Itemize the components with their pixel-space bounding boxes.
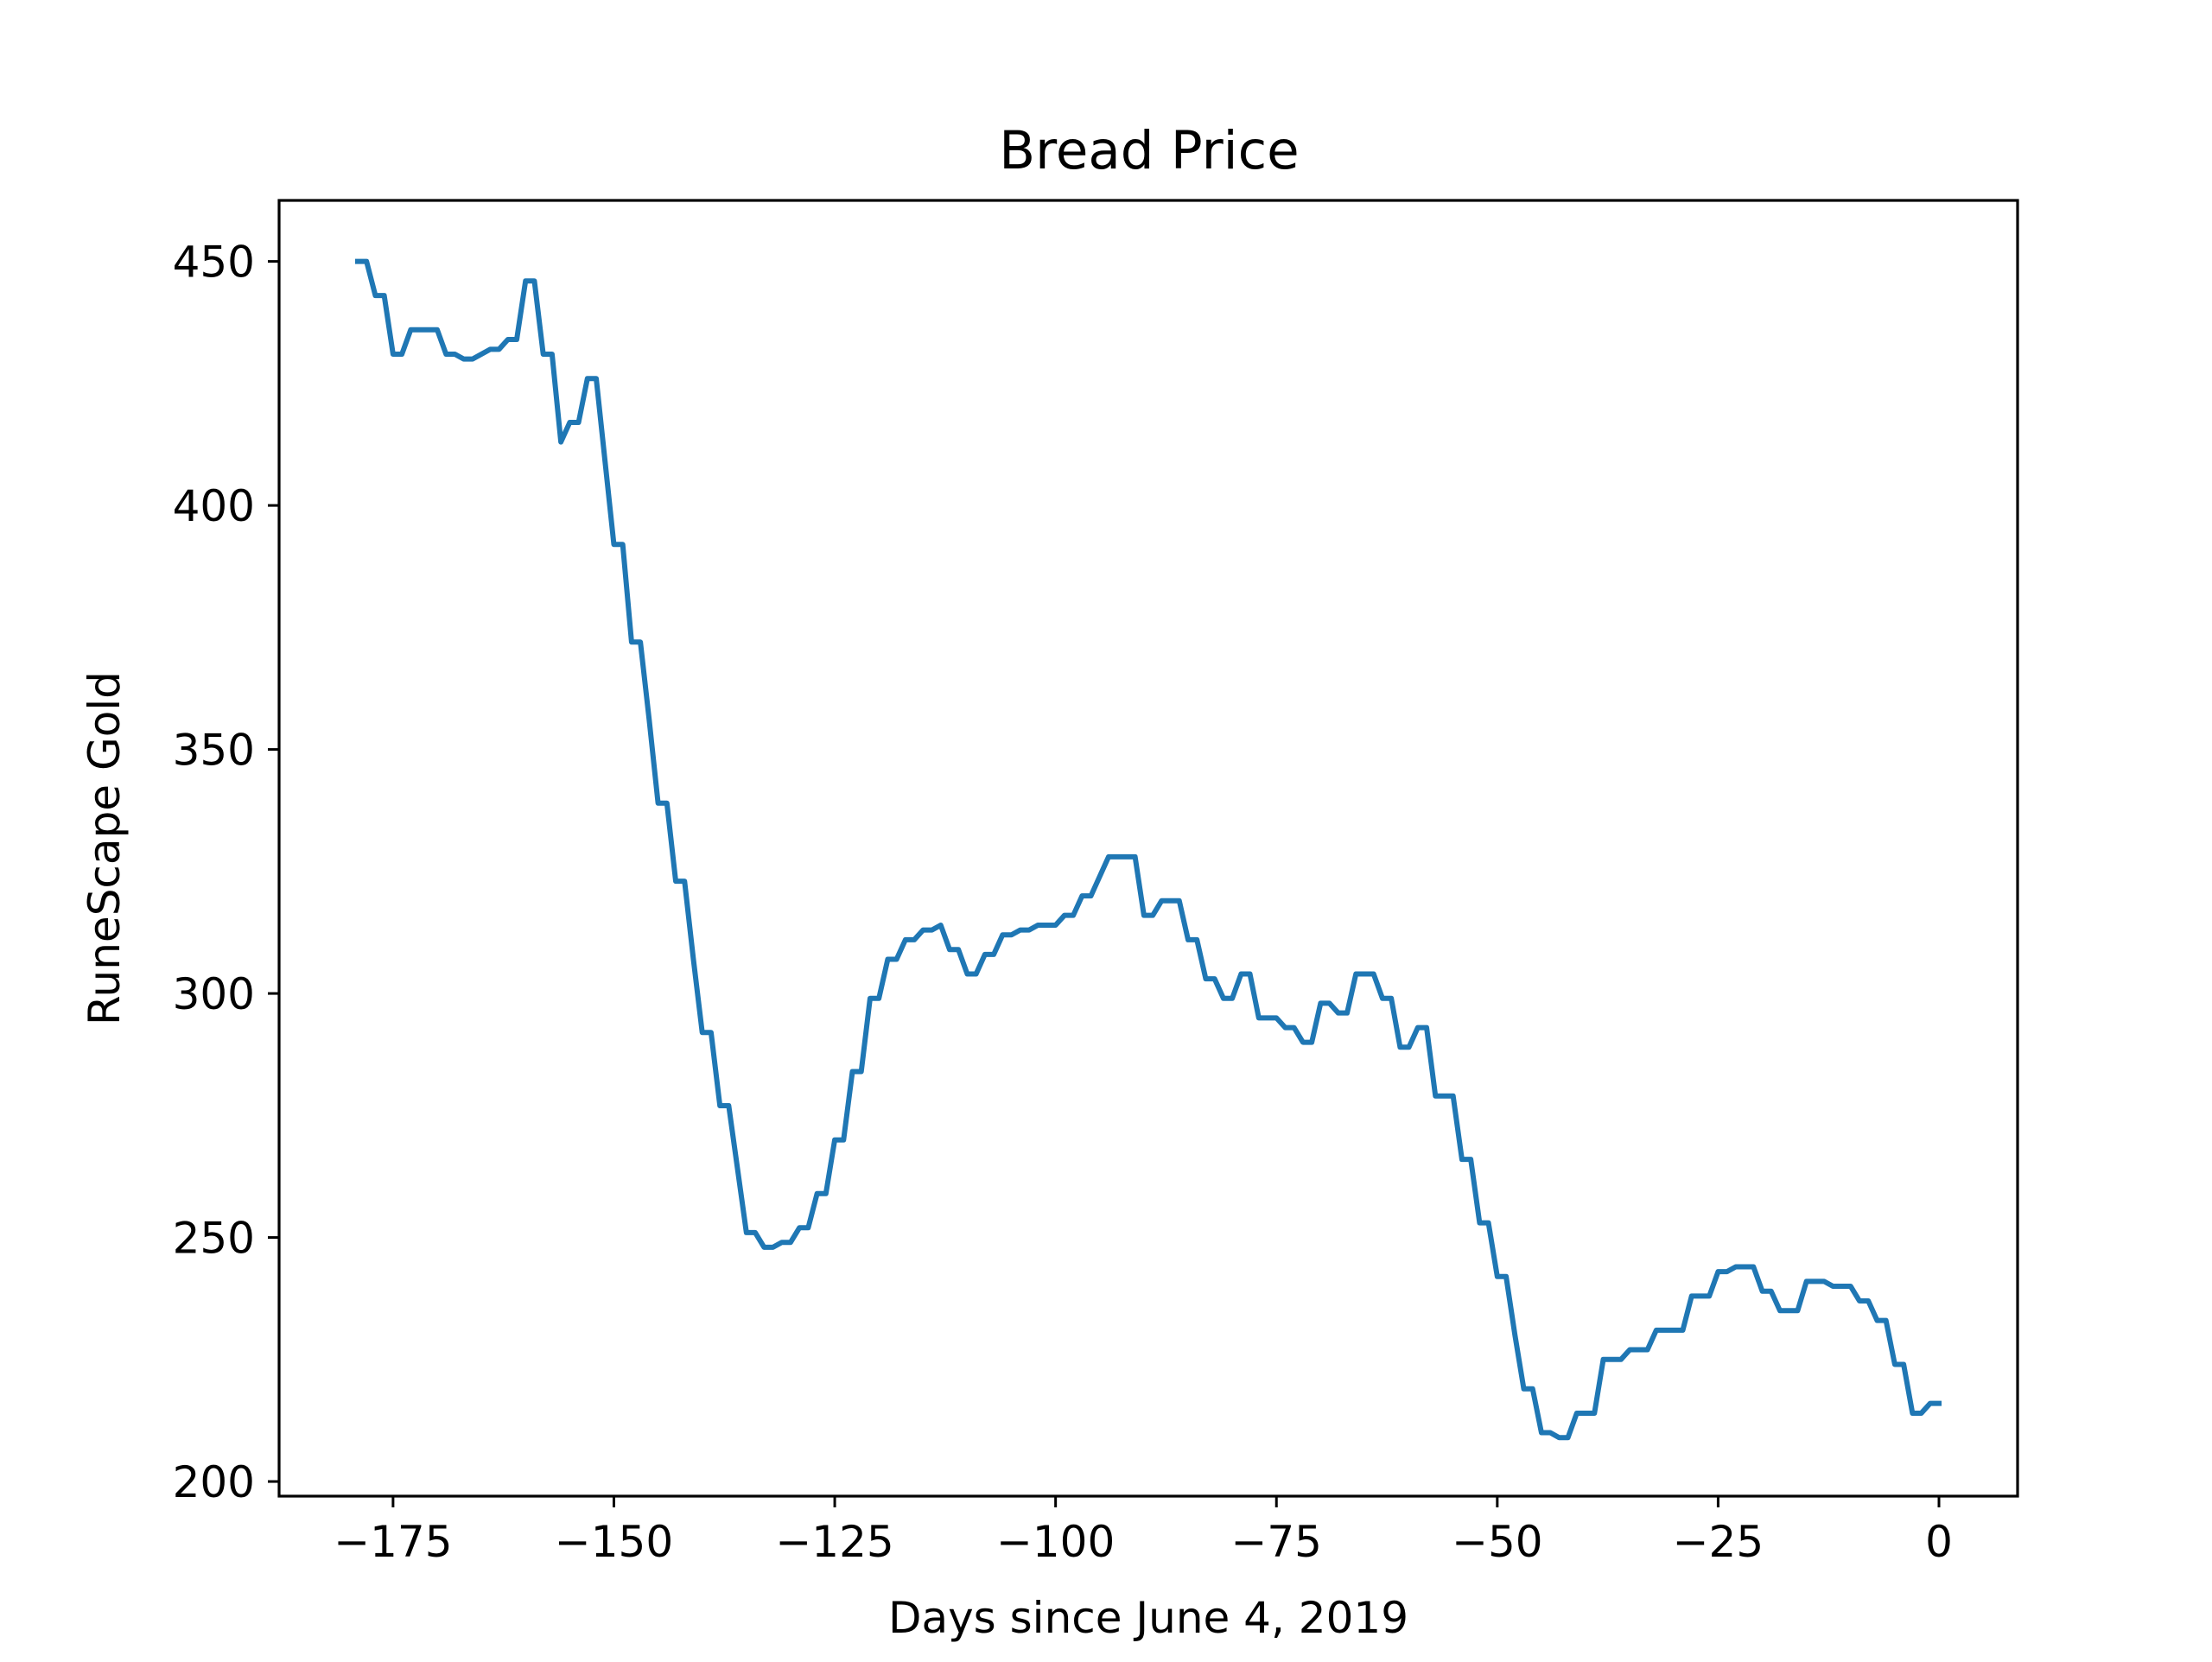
x-tick-label: 0 bbox=[1925, 1517, 1953, 1567]
y-tick-label: 250 bbox=[173, 1214, 255, 1264]
y-tick-label: 300 bbox=[173, 969, 255, 1019]
x-tick-label: −75 bbox=[1230, 1517, 1322, 1567]
chart-title: Bread Price bbox=[999, 120, 1299, 181]
y-tick-label: 350 bbox=[173, 726, 255, 776]
y-tick-label: 450 bbox=[173, 238, 255, 288]
x-axis-ticks: −175 −150 −125 −100 −75 −50 −25 0 bbox=[334, 1496, 1953, 1567]
x-tick-label: −150 bbox=[555, 1517, 673, 1567]
x-tick-label: −25 bbox=[1673, 1517, 1764, 1567]
y-axis-ticks: 200 250 300 350 400 450 bbox=[173, 238, 279, 1507]
x-tick-label: −125 bbox=[775, 1517, 893, 1567]
y-axis-label: RuneScape Gold bbox=[79, 671, 130, 1025]
y-tick-label: 200 bbox=[173, 1457, 255, 1507]
x-tick-label: −50 bbox=[1452, 1517, 1543, 1567]
x-tick-label: −100 bbox=[996, 1517, 1115, 1567]
x-tick-label: −175 bbox=[334, 1517, 452, 1567]
plot-area-frame bbox=[277, 199, 2019, 1498]
y-tick-label: 400 bbox=[173, 481, 255, 531]
series-layer bbox=[354, 258, 1942, 1441]
series-line bbox=[354, 258, 1942, 1441]
x-axis-label: Days since June 4, 2019 bbox=[888, 1593, 1408, 1643]
